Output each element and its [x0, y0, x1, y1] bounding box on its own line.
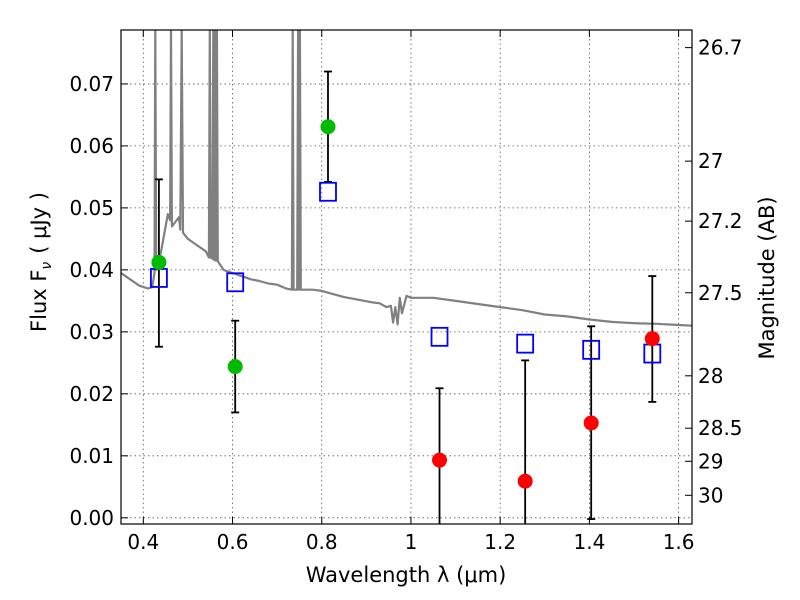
- sed-model-layer: [121, 30, 692, 327]
- non-detection-point: [517, 473, 533, 489]
- right-tick-label: 27.2: [698, 209, 743, 233]
- model-photometry-square: [430, 326, 449, 347]
- x-tick-label: 1.6: [663, 530, 695, 554]
- y-axis-left-label-main: Flux F: [27, 270, 51, 332]
- x-axis-label: Wavelength λ (μm): [306, 563, 507, 587]
- sed-model-line: [121, 30, 692, 327]
- axis-ticks: 0.4 0.6 0.8 1 1.2 1.4 1.6 0.00 0.01 0.02 0.03 0.04 0…: [69, 30, 743, 554]
- x-tick-label: 0.8: [306, 530, 338, 554]
- grid: [121, 30, 692, 524]
- non-detection-point: [432, 452, 448, 468]
- plot-frame: [120, 29, 693, 525]
- right-tick-label: 27.5: [698, 281, 743, 305]
- y-tick-label: 0.02: [69, 382, 114, 406]
- data-markers: [150, 119, 662, 489]
- detection-point: [151, 254, 167, 270]
- y-axis-right-label: Magnitude (AB): [755, 196, 779, 359]
- detection-point: [227, 359, 243, 375]
- model-photometry-square: [516, 333, 535, 354]
- right-tick-label: 29: [698, 449, 723, 473]
- y-tick-label: 0.07: [69, 72, 114, 96]
- x-tick-label: 1.2: [484, 530, 516, 554]
- model-photometry-square: [226, 272, 245, 293]
- svg-text:Flux Fν( μJy ): Flux Fν ( μJy ): [27, 192, 55, 332]
- detection-point: [320, 119, 336, 135]
- x-tick-label: 0.4: [127, 530, 159, 554]
- right-tick-label: 28: [698, 364, 723, 388]
- right-tick-label: 28.5: [698, 416, 743, 440]
- y-tick-label: 0.05: [69, 196, 114, 220]
- y-axis-left-label-unit: ( μJy ): [27, 192, 51, 254]
- model-photometry-square: [582, 339, 601, 360]
- y-axis-left-label: Flux Fν ( μJy ): [27, 192, 55, 332]
- non-detection-point: [583, 415, 599, 431]
- y-tick-label: 0.06: [69, 134, 114, 158]
- right-tick-label: 26.7: [698, 36, 743, 60]
- model-photometry-square: [319, 181, 337, 202]
- x-tick-label: 1: [405, 530, 418, 554]
- x-tick-label: 1.4: [573, 530, 605, 554]
- right-tick-label: 27: [698, 149, 723, 173]
- y-tick-label: 0.04: [69, 258, 114, 282]
- y-tick-label: 0.01: [69, 444, 114, 468]
- y-tick-label: 0.03: [69, 320, 114, 344]
- right-tick-label: 30: [698, 483, 723, 507]
- y-tick-label: 0.00: [69, 506, 114, 530]
- y-axis-left-label-sub: ν: [39, 262, 55, 270]
- x-tick-label: 0.6: [217, 530, 249, 554]
- non-detection-point: [644, 331, 660, 347]
